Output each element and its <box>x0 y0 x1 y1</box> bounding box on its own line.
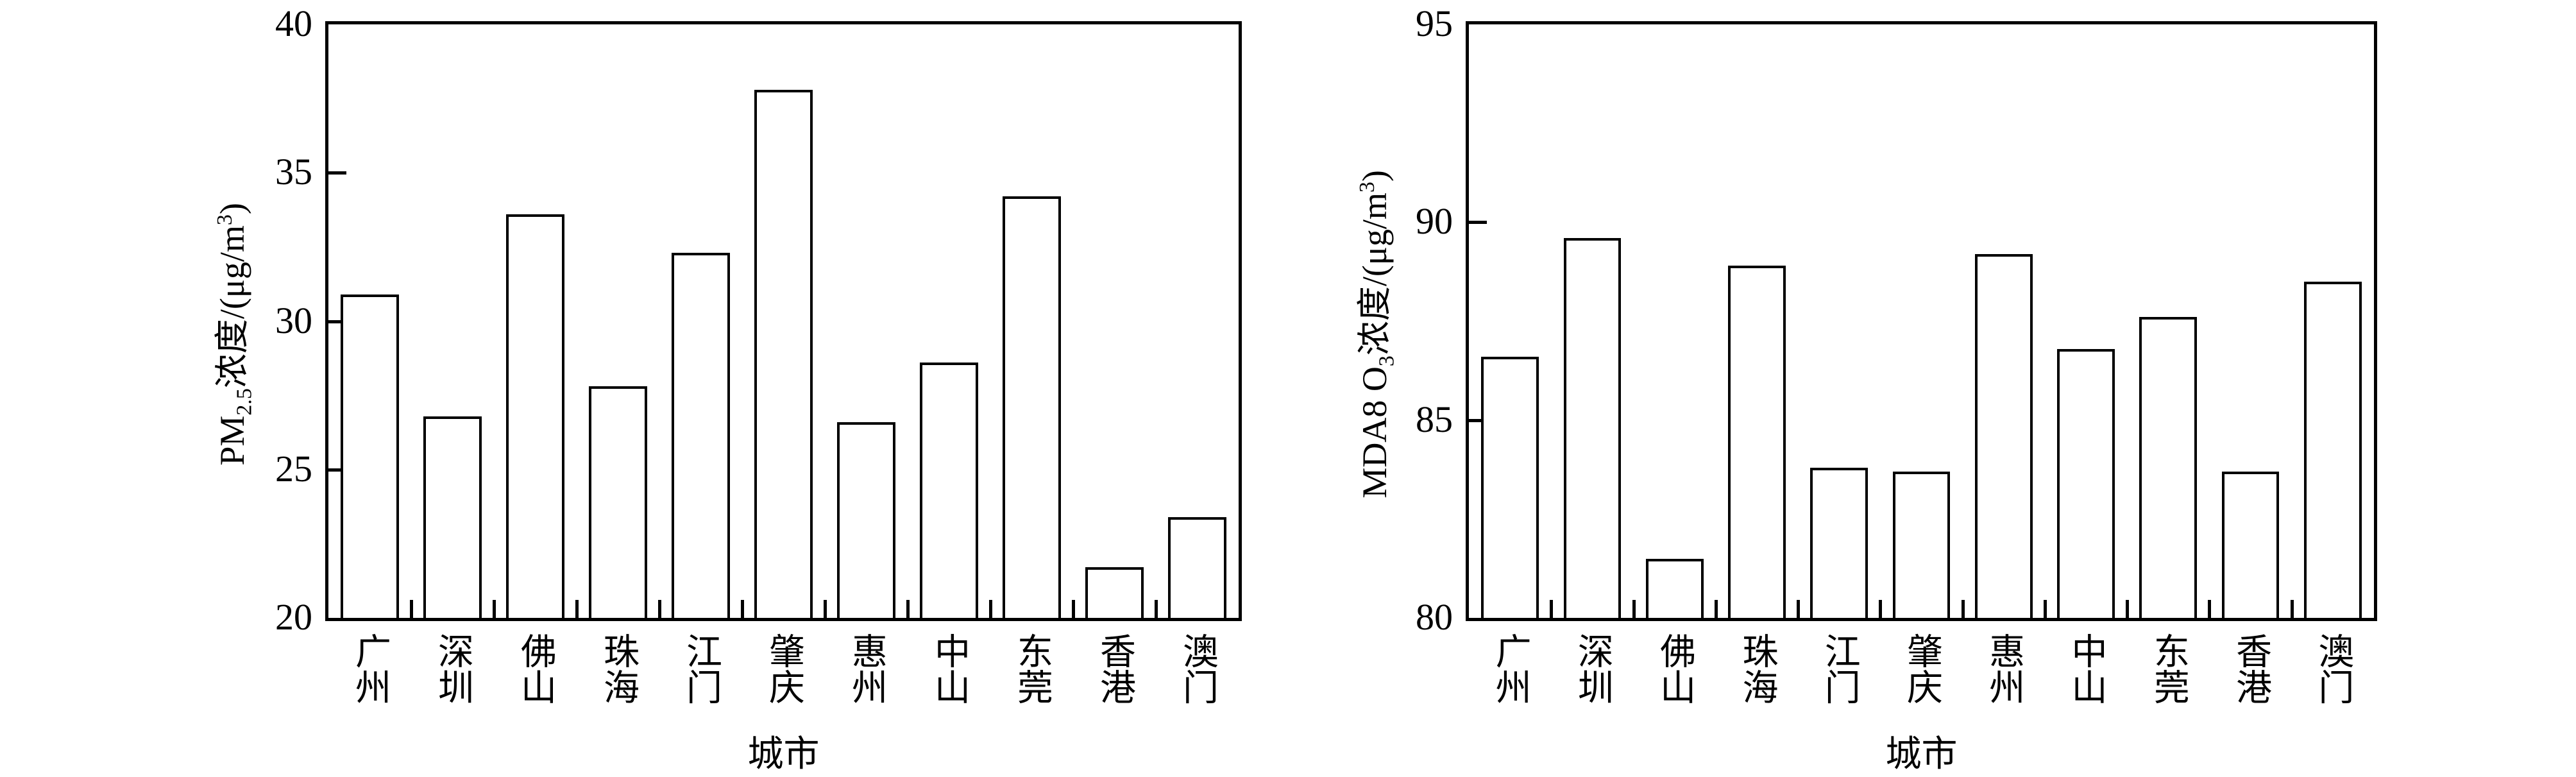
category-label: 香港 <box>2230 633 2271 704</box>
y-tick <box>1469 221 1487 225</box>
y-label-sub: 3 <box>1375 355 1399 366</box>
bar <box>1563 238 1622 618</box>
x-tick <box>1961 600 1965 618</box>
y-tick-label: 25 <box>275 447 312 490</box>
bar <box>1892 471 1951 618</box>
y-tick <box>328 468 346 472</box>
y-tick <box>1469 418 1487 422</box>
x-tick <box>1072 600 1075 618</box>
category-label: 惠州 <box>846 633 886 704</box>
category-label: 深圳 <box>432 633 473 704</box>
y-label-sup: 3 <box>1355 181 1379 192</box>
pm25-chart: PM2.5浓度/(μg/m3) 20 25 30 35 40 广州 深圳 佛山 珠海 江门 肇庆惠… <box>0 0 1288 774</box>
bar <box>423 416 482 618</box>
category-label: 东莞 <box>2148 633 2189 704</box>
x-tick <box>906 600 910 618</box>
y-label-post: ) <box>1355 169 1394 182</box>
bar <box>1974 253 2033 618</box>
category-label: 香港 <box>1094 633 1135 704</box>
x-tick <box>658 600 661 618</box>
category-label: 江门 <box>681 633 721 704</box>
category-label: 珠海 <box>598 633 638 704</box>
x-tick <box>1797 600 1801 618</box>
category-label: 广州 <box>1490 633 1530 704</box>
bar <box>1810 467 1868 618</box>
x-axis-label: 城市 <box>1885 735 1958 774</box>
x-tick <box>493 600 496 618</box>
plot-area <box>325 21 1242 621</box>
x-tick <box>1632 600 1636 618</box>
category-label: 佛山 <box>1654 633 1695 704</box>
x-tick <box>1879 600 1883 618</box>
category-label: 东莞 <box>1012 633 1052 704</box>
x-tick <box>1155 600 1158 618</box>
category-label: 澳门 <box>2312 633 2353 704</box>
y-tick-label: 35 <box>275 151 312 193</box>
bar <box>1728 266 1786 618</box>
bar <box>2303 281 2362 618</box>
bar <box>672 253 730 618</box>
category-label: 中山 <box>929 633 969 704</box>
x-tick <box>1714 600 1718 618</box>
bar <box>920 363 978 618</box>
category-label: 肇庆 <box>1901 633 1942 704</box>
x-tick <box>410 600 413 618</box>
y-tick-label: 95 <box>1416 3 1453 44</box>
bar <box>2139 317 2198 618</box>
x-tick <box>824 600 827 618</box>
x-axis-label: 城市 <box>747 735 820 774</box>
category-label: 江门 <box>1819 633 1860 704</box>
x-tick <box>741 600 744 618</box>
y-tick-label: 85 <box>1416 398 1453 440</box>
x-tick <box>2208 600 2212 618</box>
bar <box>506 214 564 618</box>
bar <box>1481 357 1539 618</box>
x-tick <box>2290 600 2294 618</box>
y-tick-label: 20 <box>275 596 312 638</box>
category-label: 澳门 <box>1177 633 1217 704</box>
category-label: 肇庆 <box>763 633 804 704</box>
y-tick-label: 30 <box>275 299 312 341</box>
y-tick <box>328 171 346 175</box>
bar <box>1645 558 1704 618</box>
y-tick-label: 80 <box>1416 596 1453 638</box>
y-tick-label: 90 <box>1416 200 1453 243</box>
bar <box>589 386 647 618</box>
x-tick <box>2043 600 2047 618</box>
bar <box>341 294 399 618</box>
x-tick <box>575 600 579 618</box>
bar <box>1085 567 1144 618</box>
bar <box>1003 196 1061 618</box>
category-label: 惠州 <box>1983 633 2024 704</box>
bar <box>2221 471 2280 618</box>
y-tick <box>328 320 346 323</box>
bar <box>754 89 813 618</box>
category-label: 中山 <box>2066 633 2106 704</box>
bar <box>837 422 895 618</box>
category-label: 深圳 <box>1572 633 1613 704</box>
category-label: 珠海 <box>1736 633 1777 704</box>
category-label: 广州 <box>350 633 390 704</box>
y-tick-label: 40 <box>275 3 312 44</box>
x-tick <box>2126 600 2130 618</box>
x-tick <box>1550 600 1554 618</box>
bar <box>1168 517 1226 618</box>
category-label: 佛山 <box>515 633 555 704</box>
plot-area <box>1466 21 2377 621</box>
bar <box>2057 348 2115 618</box>
x-tick <box>989 600 992 618</box>
